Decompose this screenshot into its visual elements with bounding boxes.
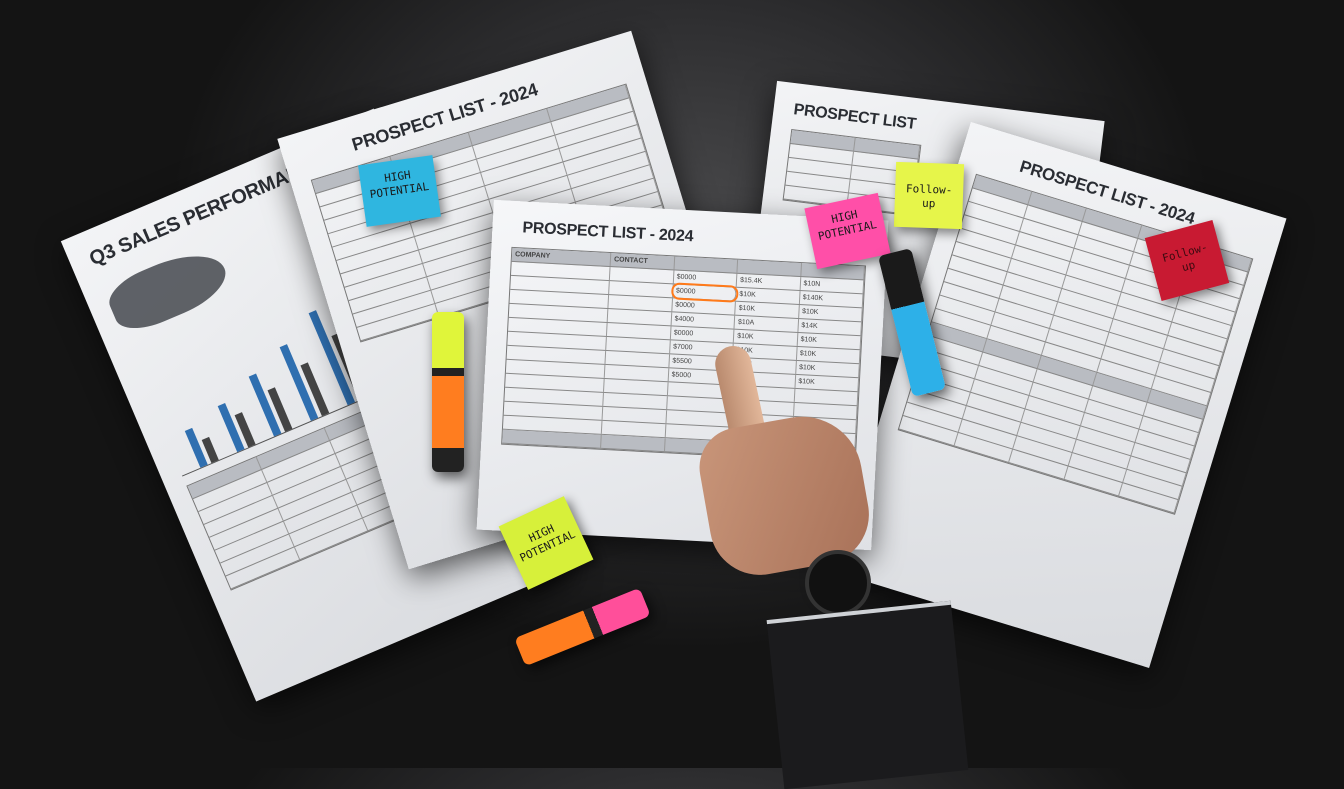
sticky-note-blue: HIGH POTENTIAL [358, 155, 441, 227]
sleeve [766, 600, 969, 789]
wristwatch [805, 550, 871, 616]
highlighter-orange-yellow [432, 312, 464, 472]
sticky-note-yellow: Follow-up [893, 161, 965, 230]
highlighter-orange-pink [514, 587, 651, 667]
